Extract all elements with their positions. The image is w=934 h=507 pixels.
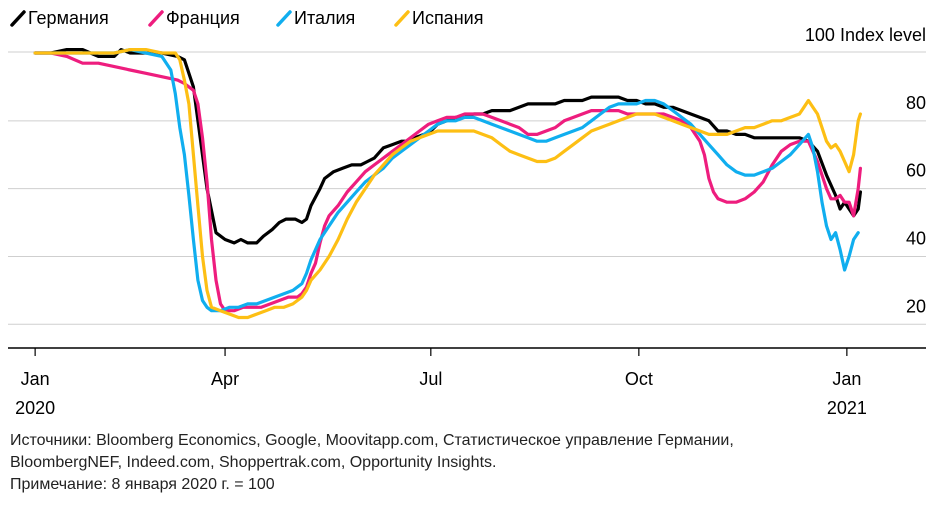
x-tick-label-0: Jan [21,369,50,389]
y-tick-label-100: 100 Index level [805,25,926,45]
legend-swatch-1 [10,10,26,27]
y-tick-label-80: 80 [906,93,926,113]
y-tick-label-20: 20 [906,296,926,316]
series-line-2 [33,51,862,313]
x-tick-label-4: Jan [832,369,861,389]
legend-swatch-2 [148,10,164,27]
x-tick-label-3: Oct [625,369,653,389]
y-tick-label-40: 40 [906,228,926,248]
line-chart: Германия Франция Италия Испания 20 40 60 80 100… [8,8,926,418]
x-tick-sublabel-0: 2020 [15,398,55,418]
x-tick-sublabel-4: 2021 [827,398,867,418]
legend-swatch-3 [276,10,292,27]
legend-label-2: Франция [166,8,240,28]
legend-label-4: Испания [412,8,483,28]
x-axis: Jan 2020 Apr Jul Oct Jan 2021 [8,347,926,418]
legend-label-3: Италия [294,8,355,28]
legend-swatch-4 [394,10,410,27]
series-lines [33,48,862,320]
chart-gridlines [8,51,926,325]
series-line-4 [33,48,862,320]
chart-legend: Германия Франция Италия Испания [10,8,483,28]
y-axis-tick-labels: 20 40 60 80 100 Index level [805,25,926,316]
y-tick-label-60: 60 [906,161,926,181]
chart-note: Примечание: 8 января 2020 г. = 100 [10,476,275,493]
series-line-3 [33,48,860,313]
x-tick-label-1: Apr [211,369,239,389]
legend-label-1: Германия [28,8,109,28]
sources-line-2: BloombergNEF, Indeed.com, Shoppertrak.co… [10,454,497,471]
sources-line-1: Источники: Bloomberg Economics, Google, … [10,432,734,449]
series-line-1 [33,48,862,245]
x-tick-label-2: Jul [419,369,442,389]
